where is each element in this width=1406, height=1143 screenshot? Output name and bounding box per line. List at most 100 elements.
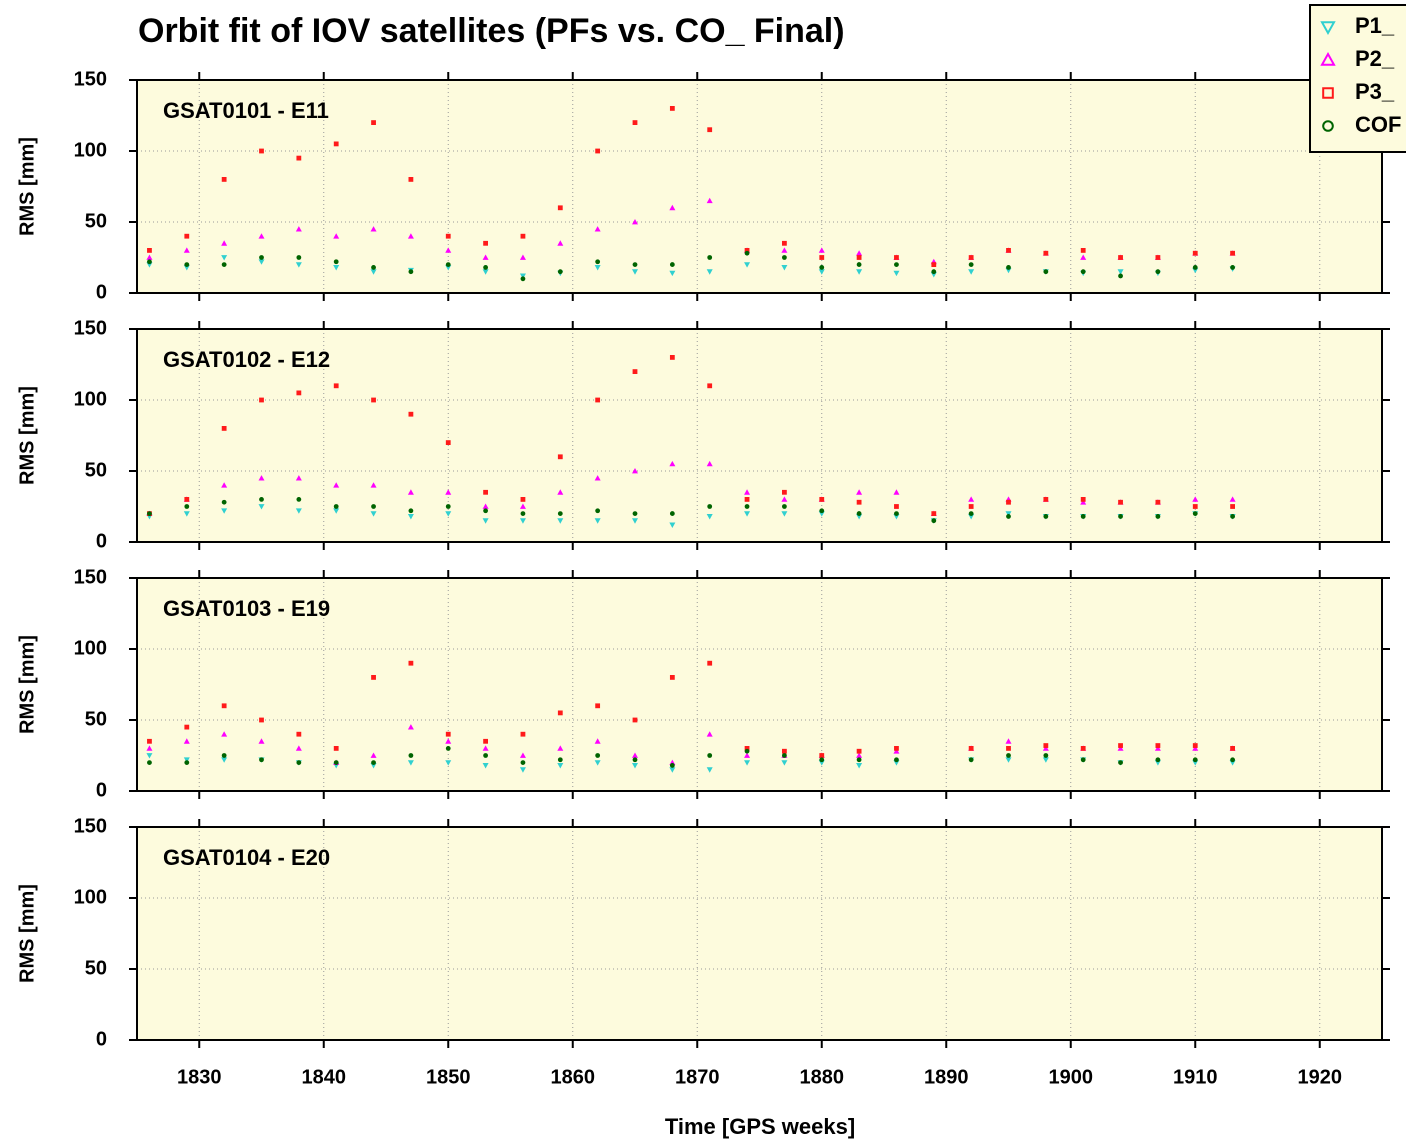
data-point [1043,743,1049,748]
data-point [1118,743,1123,748]
data-point [1230,265,1235,270]
chart-title: Orbit fit of IOV satellites (PFs vs. CO_… [138,12,845,50]
y-axis-label: RMS [mm] [16,635,38,734]
data-point [221,508,228,514]
data-point [632,511,638,516]
data-point [856,269,863,275]
y-tick-label: 150 [74,566,107,588]
data-point [669,204,676,211]
x-tick-label: 1900 [1049,1066,1094,1088]
data-point [258,475,265,481]
data-point [296,496,302,502]
data-point [259,757,264,763]
legend-label: COF [1355,112,1401,137]
data-point [1192,743,1198,748]
data-point [408,411,414,417]
y-tick-label: 100 [74,139,107,161]
data-point [371,397,376,403]
data-point [968,511,974,516]
y-axis-label: RMS [mm] [16,884,38,983]
data-point [1230,250,1235,256]
data-point [595,703,601,709]
data-point [1005,738,1012,744]
data-point [856,511,862,517]
plot-frame [136,577,1383,792]
data-point [594,265,601,271]
data-point [632,369,638,374]
data-point [1043,269,1049,275]
data-point [931,269,937,275]
data-point [1006,499,1011,505]
data-point [707,504,713,509]
data-point [706,197,713,204]
data-point [371,120,376,125]
data-point [968,746,974,751]
data-point [221,240,228,246]
data-point [520,511,526,517]
data-point [669,262,675,268]
data-point [782,504,787,509]
legend-label: P3_ [1355,79,1395,104]
data-point [333,233,340,239]
data-point [482,503,489,509]
data-point [968,504,974,509]
data-point [221,255,228,261]
data-point [258,738,265,744]
data-point [370,226,377,232]
x-tick-label: 1920 [1298,1066,1343,1088]
data-point [296,731,302,737]
data-point [295,475,302,481]
data-point [1006,265,1011,270]
legend-marker [1322,87,1334,99]
data-point [296,155,302,161]
data-point [744,511,751,517]
data-point [781,247,788,253]
data-point [632,763,638,769]
data-point [259,255,264,260]
data-point [669,511,675,517]
data-point [968,269,975,275]
data-point [557,518,564,524]
data-point [706,460,713,467]
data-point [894,255,899,260]
y-tick-label: 50 [85,210,107,232]
data-point [1118,499,1123,505]
data-point [519,254,526,260]
data-point [519,752,526,758]
data-point [1117,269,1124,275]
data-point [147,738,152,744]
data-point [557,454,563,460]
data-point [259,496,264,502]
data-point [669,522,676,528]
data-point [445,746,451,751]
data-point [744,489,751,495]
data-point [445,247,452,253]
data-point [782,753,787,758]
data-point [407,233,414,239]
data-point [594,226,601,232]
data-point [483,265,488,270]
y-tick-label: 100 [74,886,107,908]
data-point [818,247,825,253]
data-point [1080,746,1086,751]
y-tick-label: 100 [74,637,107,659]
x-tick-label: 1870 [675,1066,720,1088]
data-point [221,499,227,505]
data-point [333,504,339,509]
data-point [258,504,265,510]
data-point [856,499,862,505]
data-point [483,240,488,246]
data-point [295,508,302,514]
x-axis-label: Time [GPS weeks] [665,1114,855,1139]
data-point [819,255,825,260]
data-point [408,177,414,182]
data-point [1155,757,1161,763]
legend: P1_ P2_ P3_ COF [1309,4,1406,153]
data-point [744,752,751,758]
data-point [333,259,339,265]
data-point [1080,497,1086,502]
data-point [445,504,451,509]
data-point [706,269,713,275]
data-point [483,738,488,744]
data-point [520,276,526,282]
